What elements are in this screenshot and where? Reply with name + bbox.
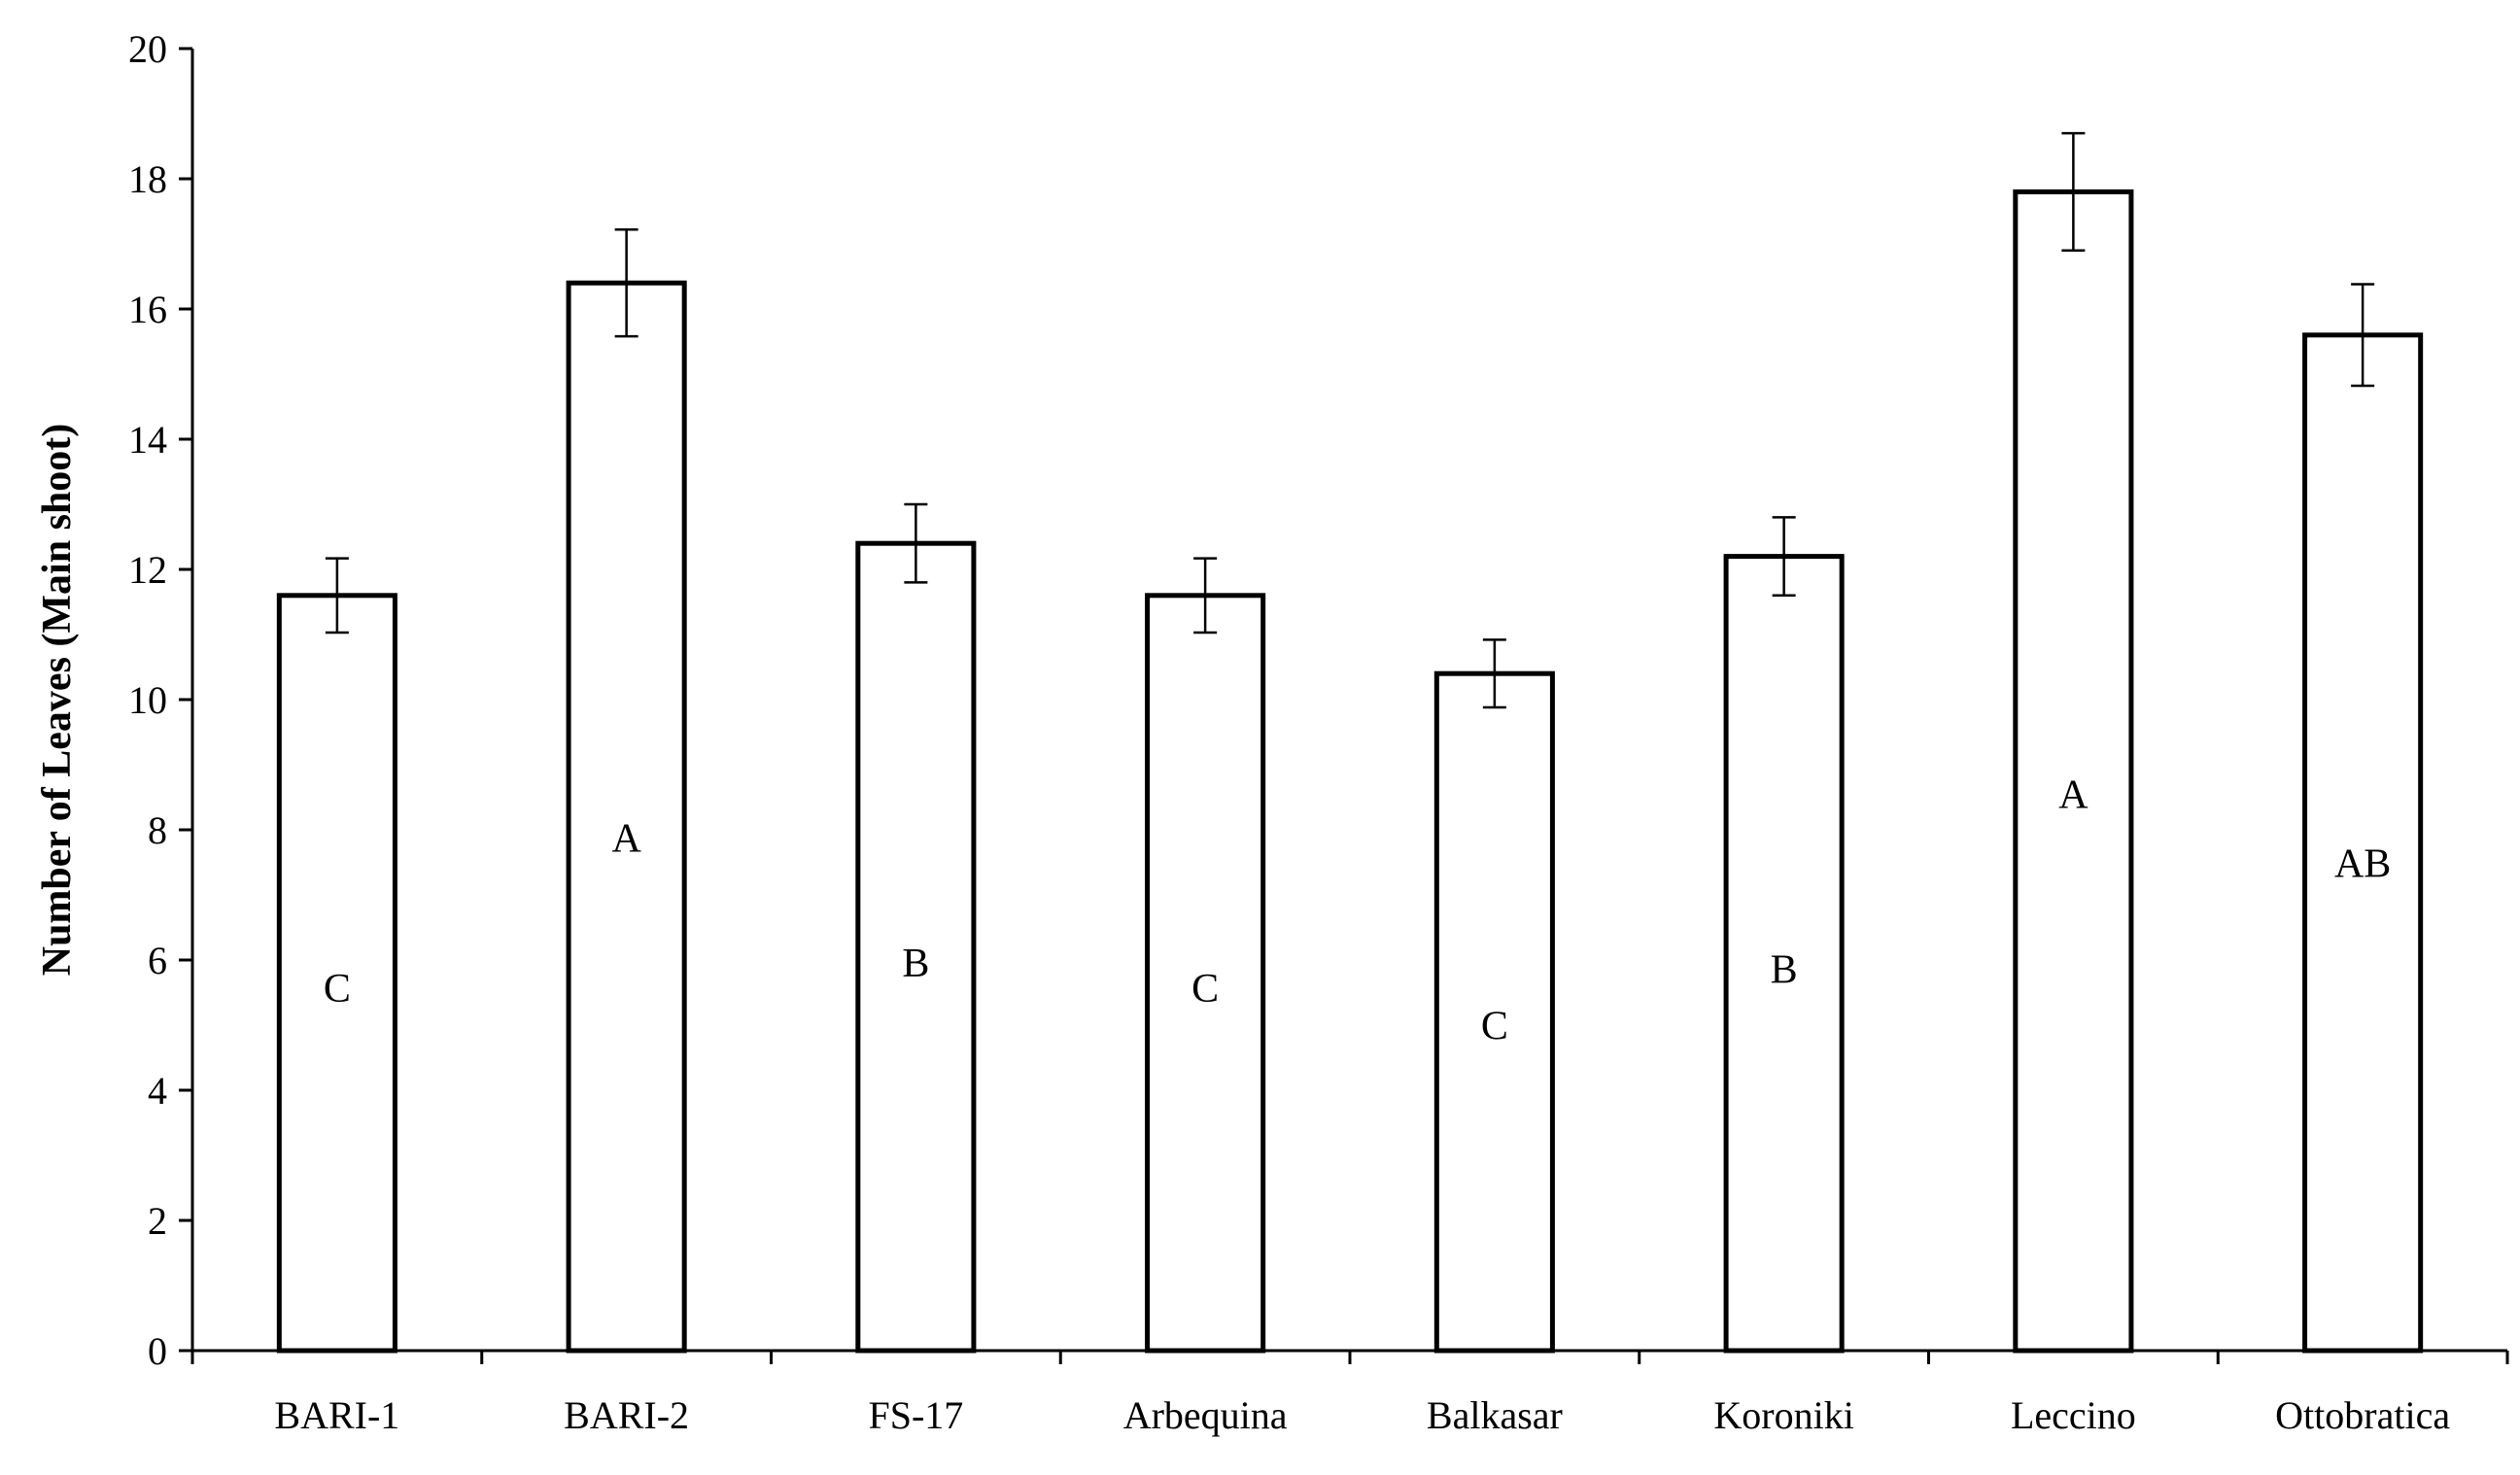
y-tick-label: 4 [148,1069,167,1113]
group-letter: A [611,817,641,862]
group-letter: B [902,942,929,986]
bar-leccino [2013,189,2134,1354]
error-bars [325,131,2375,709]
y-tick-label: 16 [128,288,167,331]
bar-bari-1 [276,593,397,1354]
x-category-label: Ottobratica [2275,1393,2450,1437]
x-category-label: FS-17 [868,1393,963,1437]
y-tick-label: 2 [148,1199,167,1243]
y-axis-ticks: 0 2 4 6 8 10 12 14 16 18 20 [128,27,192,1373]
group-letter: C [324,967,351,1012]
x-category-label: BARI-1 [274,1393,399,1437]
bar-balkasar [1433,670,1555,1354]
y-tick-label: 10 [128,678,167,722]
y-tick-label: 0 [148,1329,167,1373]
y-tick-label: 14 [128,418,167,462]
group-letter: AB [2334,841,2391,886]
group-letter: C [1191,967,1219,1012]
y-tick-label: 8 [148,808,167,852]
group-letter: A [2058,773,2088,818]
group-letter: C [1481,1005,1508,1049]
x-category-label: Balkasar [1427,1393,1563,1437]
y-axis-title: Number of Leaves (Main shoot) [35,424,80,977]
x-category-label: BARI-2 [564,1393,689,1437]
x-axis-ticks: BARI-1 BARI-2 FS-17 Arbequina Balkasar Koroni… [190,1351,2509,1437]
x-category-label: Arbequina [1123,1393,1288,1437]
x-category-label: Koroniki [1713,1393,1853,1437]
y-tick-label: 18 [128,157,167,201]
y-tick-label: 6 [148,939,167,982]
bars [276,189,2424,1354]
y-tick-label: 12 [128,548,167,592]
y-tick-label: 20 [128,27,167,71]
bar-fs-17 [855,540,977,1354]
group-letter: B [1771,948,1798,993]
bar-bari-2 [566,280,687,1354]
bar-arbequina [1145,593,1266,1354]
x-category-label: Leccino [2011,1393,2136,1437]
